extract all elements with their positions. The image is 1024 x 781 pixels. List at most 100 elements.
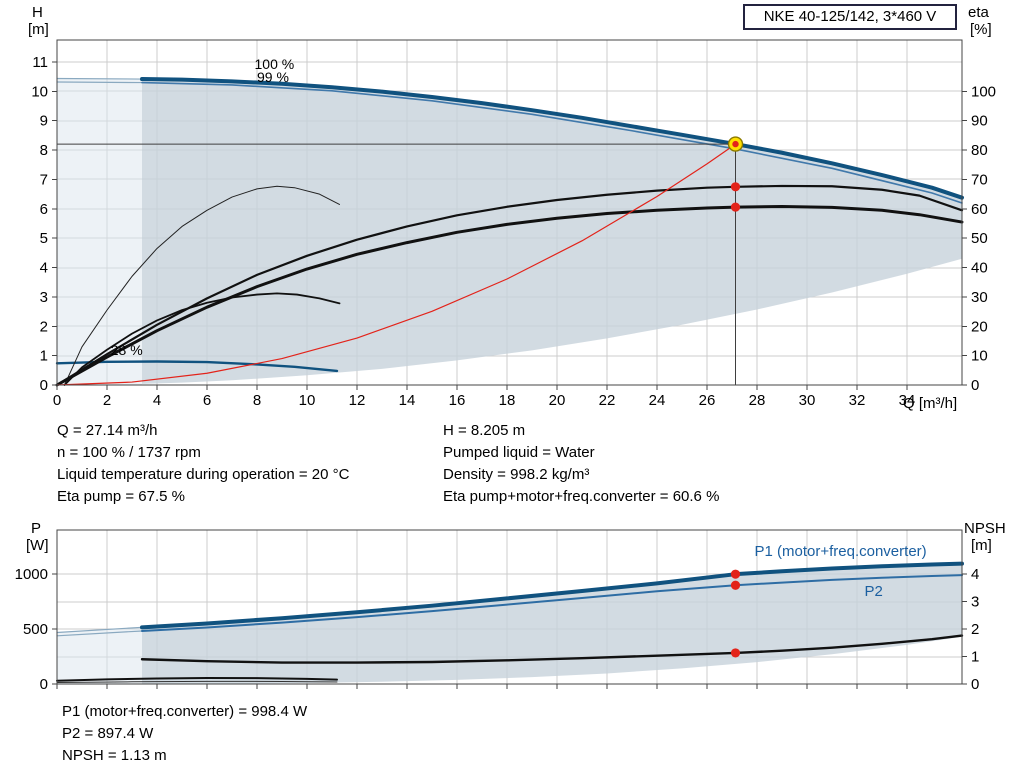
x-tick-label: 14 bbox=[399, 392, 416, 409]
x-tick-label: 22 bbox=[599, 392, 616, 409]
pump-model-title: NKE 40-125/142, 3*460 V bbox=[743, 4, 957, 30]
eta-reduced-curve-1 bbox=[64, 185, 340, 386]
eta-pump-point bbox=[730, 182, 741, 192]
y-left-tick-label: 2 bbox=[40, 318, 48, 335]
min-speed-power-curve bbox=[56, 677, 338, 682]
power-operating-envelope bbox=[142, 563, 962, 684]
p1-curve-label: P1 (motor+freq.converter) bbox=[755, 543, 927, 560]
info-npsh: NPSH = 1.13 m bbox=[62, 747, 167, 764]
eta-axis-label: eta bbox=[968, 4, 989, 21]
y-right-tick-label: 90 bbox=[971, 113, 988, 130]
npsh-curve bbox=[140, 634, 964, 664]
x-tick-label: 18 bbox=[499, 392, 516, 409]
npsh-point bbox=[730, 648, 741, 658]
y-right-tick-label: 80 bbox=[971, 142, 988, 159]
duty-point-center bbox=[732, 140, 739, 148]
p-axis-unit: [W] bbox=[26, 537, 49, 554]
y-left-tick-label: 10 bbox=[31, 83, 48, 100]
info-temperature: Liquid temperature during operation = 20… bbox=[57, 466, 350, 483]
y-left-tick-label: 8 bbox=[40, 142, 48, 159]
speed-label-99: 99 % bbox=[257, 69, 289, 85]
pump-curve-99-ext bbox=[56, 81, 143, 84]
y-right-tick-label: 40 bbox=[971, 260, 988, 277]
x-tick-label: 34 bbox=[899, 392, 916, 409]
npsh-axis-label: NPSH bbox=[964, 520, 1006, 537]
x-tick-label: 6 bbox=[203, 392, 211, 409]
speed-label-28: 28 % bbox=[111, 342, 143, 358]
eta-axis-unit: [%] bbox=[970, 21, 992, 38]
eta-total-point bbox=[730, 202, 741, 212]
y-left-tick-label: 9 bbox=[40, 113, 48, 130]
q-axis-label: Q [m³/h] bbox=[903, 395, 958, 412]
y-right-tick-label: 0 bbox=[971, 676, 979, 693]
y-left-tick-label: 4 bbox=[40, 260, 48, 277]
result-info: P1 (motor+freq.converter) = 998.4 W P2 =… bbox=[62, 701, 307, 767]
p1-curve bbox=[140, 561, 964, 630]
min-speed-curve-28 bbox=[55, 360, 339, 373]
p1-point bbox=[730, 569, 741, 579]
speed-label-100: 100 % bbox=[255, 56, 295, 72]
y-left-tick-label: 500 bbox=[23, 621, 48, 638]
duty-info-left: Q = 27.14 m³/h n = 100 % / 1737 rpm Liqu… bbox=[57, 420, 349, 508]
x-tick-label: 24 bbox=[649, 392, 666, 409]
system-curve bbox=[56, 143, 737, 386]
y-right-tick-label: 4 bbox=[971, 566, 979, 583]
x-tick-label: 8 bbox=[253, 392, 261, 409]
y-right-tick-label: 2 bbox=[971, 621, 979, 638]
pump-curve-99 bbox=[141, 81, 963, 204]
y-right-tick-label: 70 bbox=[971, 171, 988, 188]
y-right-tick-label: 0 bbox=[971, 377, 979, 394]
qh-eta-chart: 100 %99 %28 %0 2 4 6 8 10 12 14 16 18 20 22 24 26 28 30… bbox=[31, 39, 996, 409]
p-axis-label: P bbox=[31, 520, 42, 537]
y-left-tick-label: 6 bbox=[40, 201, 48, 218]
tick-labels: 0 500 1000 0 1 2 3 4 bbox=[15, 566, 980, 693]
power-npsh-chart: P1 (motor+freq.converter) P2 0 500 1000 0 1 2 3 4 bbox=[15, 529, 980, 693]
y-right-tick-label: 10 bbox=[971, 348, 988, 365]
x-tick-label: 16 bbox=[449, 392, 466, 409]
min-speed-power-curve-2 bbox=[56, 680, 338, 683]
y-left-tick-label: 5 bbox=[40, 230, 48, 247]
y-left-tick-label: 0 bbox=[40, 676, 48, 693]
info-eta-total: Eta pump+motor+freq.converter = 60.6 % bbox=[443, 488, 720, 505]
x-tick-label: 2 bbox=[103, 392, 111, 409]
info-p1: P1 (motor+freq.converter) = 998.4 W bbox=[62, 703, 308, 720]
y-right-tick-label: 100 bbox=[971, 83, 996, 100]
npsh-axis-unit: [m] bbox=[971, 537, 992, 554]
x-tick-label: 0 bbox=[53, 392, 61, 409]
y-right-tick-label: 20 bbox=[971, 318, 988, 335]
x-tick-label: 20 bbox=[549, 392, 566, 409]
p2-curve-label: P2 bbox=[865, 583, 883, 600]
pump-curve-100-ext bbox=[56, 77, 143, 80]
info-liquid: Pumped liquid = Water bbox=[443, 444, 595, 461]
y-right-tick-label: 1 bbox=[971, 649, 979, 666]
info-density: Density = 998.2 kg/m³ bbox=[443, 466, 590, 483]
pump-curve-100 bbox=[140, 77, 964, 200]
y-left-tick-label: 11 bbox=[32, 54, 48, 71]
x-tick-label: 4 bbox=[153, 392, 161, 409]
info-head: H = 8.205 m bbox=[443, 422, 526, 439]
x-tick-label: 26 bbox=[699, 392, 716, 409]
y-right-tick-label: 60 bbox=[971, 201, 988, 218]
y-right-tick-label: 50 bbox=[971, 230, 988, 247]
x-tick-label: 28 bbox=[749, 392, 766, 409]
y-left-tick-label: 1000 bbox=[15, 566, 48, 583]
axes bbox=[52, 39, 967, 390]
x-tick-label: 30 bbox=[799, 392, 816, 409]
speed-operating-envelope bbox=[142, 79, 962, 384]
p2-curve-ext bbox=[56, 630, 143, 637]
x-tick-label: 32 bbox=[849, 392, 866, 409]
info-eta-pump: Eta pump = 67.5 % bbox=[57, 488, 185, 505]
eta-total-curve bbox=[55, 204, 964, 387]
y-left-tick-label: 7 bbox=[40, 171, 48, 188]
axes bbox=[52, 529, 967, 689]
eta-pump-curve bbox=[55, 184, 964, 387]
x-tick-label: 12 bbox=[349, 392, 366, 409]
x-tick-label: 10 bbox=[299, 392, 316, 409]
eta-reduced-curve-2 bbox=[63, 292, 341, 386]
info-flow: Q = 27.14 m³/h bbox=[57, 422, 158, 439]
p2-curve bbox=[141, 574, 963, 632]
left-pale-region bbox=[57, 78, 142, 385]
h-axis-unit: [m] bbox=[28, 21, 49, 38]
